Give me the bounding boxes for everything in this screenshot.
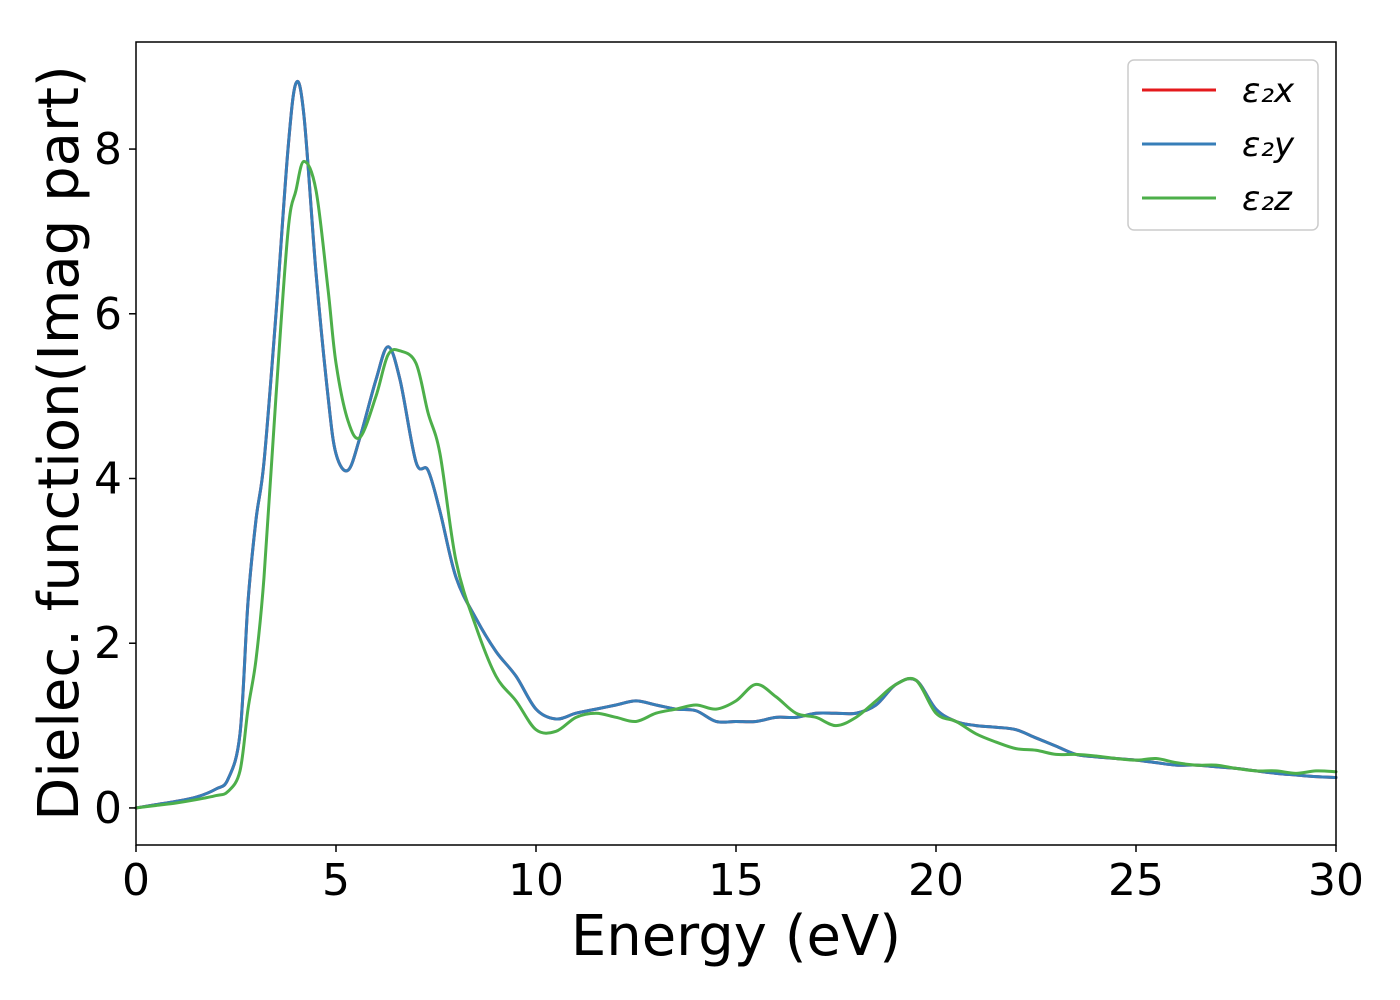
x-tick-label: 30 bbox=[1308, 855, 1364, 906]
series-layer bbox=[134, 80, 1338, 810]
y-axis-label: Dielec. function(Imag part) bbox=[27, 65, 92, 821]
x-tick-label: 15 bbox=[708, 855, 764, 906]
series-line-3 bbox=[134, 159, 1338, 810]
legend: ε₂x ε₂y ε₂z bbox=[1127, 59, 1319, 231]
y-axis-ticks: 0 2 4 6 8 bbox=[94, 124, 136, 834]
x-tick-label: 20 bbox=[908, 855, 964, 906]
x-tick-label: 0 bbox=[122, 855, 150, 906]
legend-label-2: ε₂y bbox=[1242, 125, 1295, 165]
legend-label-3: ε₂z bbox=[1242, 179, 1293, 219]
x-axis-ticks: 0 5 10 15 20 25 30 bbox=[122, 845, 1364, 906]
x-tick-label: 25 bbox=[1108, 855, 1164, 906]
legend-box bbox=[1127, 59, 1319, 231]
y-tick-label: 4 bbox=[94, 454, 122, 505]
y-tick-label: 6 bbox=[94, 289, 122, 340]
y-tick-label: 2 bbox=[94, 618, 122, 669]
y-tick-label: 0 bbox=[94, 783, 122, 834]
x-axis-label: Energy (eV) bbox=[571, 904, 901, 969]
x-tick-label: 5 bbox=[322, 855, 350, 906]
y-tick-label: 8 bbox=[94, 124, 122, 175]
legend-label-1: ε₂x bbox=[1242, 71, 1295, 111]
x-tick-label: 10 bbox=[508, 855, 564, 906]
